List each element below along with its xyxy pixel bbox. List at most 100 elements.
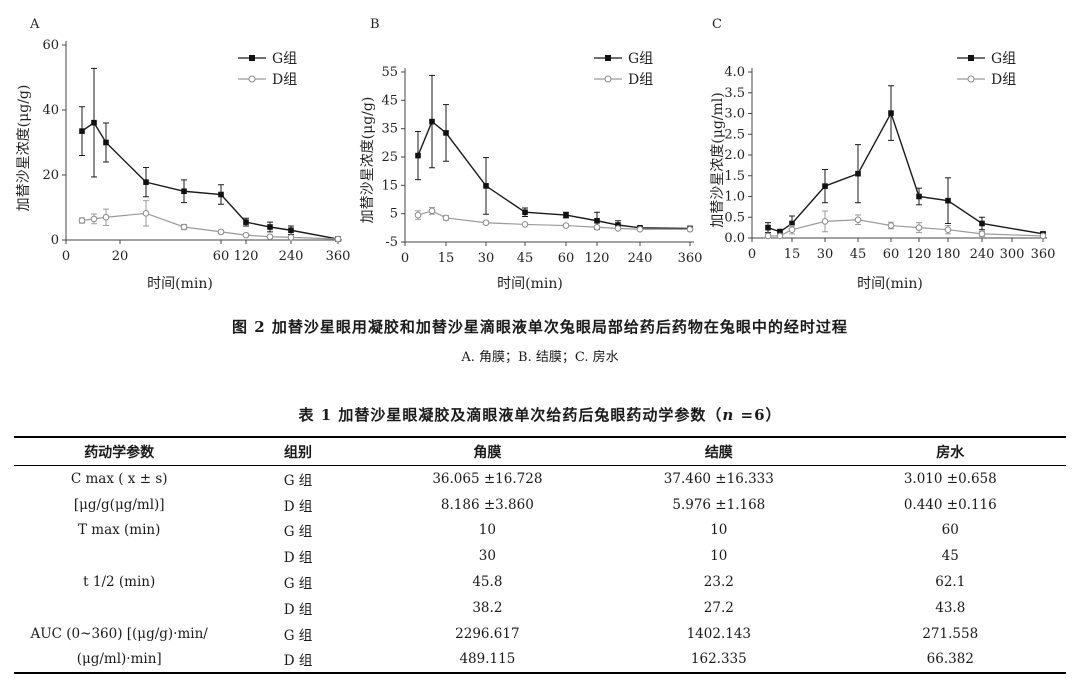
data-point-circle [978, 230, 986, 238]
data-point-square [945, 197, 951, 204]
data-point-circle [287, 234, 295, 241]
y-tick-label: 3.0 [724, 107, 745, 122]
data-point-circle [854, 216, 862, 224]
table-cell-value: 23.2 [703, 574, 734, 591]
data-point-square [103, 139, 109, 146]
data-point-square [267, 224, 273, 230]
table-cell-value: 27.2 [703, 599, 734, 616]
table-cell-group: D 组 [283, 550, 313, 567]
x-tick-label: 120 [907, 247, 932, 262]
x-tick-label: 30 [478, 251, 495, 266]
data-point-circle [614, 225, 622, 232]
x-tick-label: 360 [678, 251, 703, 266]
table-cell-value: 8.186 ±3.860 [440, 496, 534, 513]
table-cell-value: 489.115 [459, 651, 516, 668]
legend-marker-circle [604, 75, 612, 83]
table-title-suffix: =6） [734, 406, 782, 424]
series-g-group [765, 85, 1046, 237]
table-row: (μg/ml)·min] D 组 489.115 162.335 66.382 [14, 647, 1066, 674]
table-cell-value: 271.558 [922, 625, 979, 642]
table-cell-value: 45 [941, 548, 959, 565]
y-tick-label: 4.0 [724, 65, 745, 80]
table-cell-parameter: C max ( x ± s) [70, 470, 168, 487]
data-point-square [789, 220, 795, 227]
x-tick-label: 60 [558, 251, 575, 266]
legend-label: G组 [272, 51, 297, 67]
data-point-circle [521, 221, 529, 228]
figure-subcaption: A. 角膜；B. 结膜；C. 房水 [461, 350, 619, 365]
chart-panel-a: A 0 20 40 60 0 20 60 120 240 360 时间(min) 加替沙星浓度(μg/g… [16, 17, 350, 292]
legend-label: D组 [628, 72, 653, 88]
x-axis-label: 时间(min) [497, 276, 563, 292]
data-point-square [522, 209, 528, 216]
table-cell-value: 66.382 [926, 651, 974, 668]
data-point-circle [482, 219, 490, 227]
y-tick-label: 0.5 [724, 210, 745, 225]
data-point-circle [562, 222, 570, 229]
y-tick-label: 3.5 [724, 86, 745, 101]
data-point-circle [266, 233, 274, 241]
figure-2-charts: A 0 20 40 60 0 20 60 120 240 360 时间(min) 加替沙星浓度(μg/g… [16, 17, 1055, 292]
data-point-circle [636, 225, 644, 233]
data-point-circle [142, 210, 150, 217]
table-cell-value: 36.065 ±16.728 [432, 470, 543, 487]
table-cell-value: 10 [478, 522, 496, 539]
data-point-circle [102, 213, 110, 221]
data-point-square [288, 227, 294, 234]
table-cell-parameter: AUC (0~360) [(μg/g)·min/ [30, 625, 208, 642]
x-axis-label: 时间(min) [857, 276, 923, 292]
x-tick-label: 360 [326, 249, 351, 264]
table-cell-parameter: [μg/g(μg/ml)] [73, 496, 165, 513]
table-cell-group: G 组 [283, 576, 313, 593]
table-title: 表 1 加替沙星眼凝胶及滴眼液单次给药后兔眼药动学参数（n =6） [0, 404, 1080, 425]
data-point-circle [788, 226, 796, 233]
y-tick-label: 1.5 [724, 169, 745, 184]
header-group: 组别 [284, 444, 313, 461]
data-point-square [777, 228, 783, 235]
table-row: D 组 38.2 27.2 43.8 [14, 595, 1066, 621]
x-tick-label: 0 [401, 251, 409, 266]
legend-marker-square [249, 55, 255, 61]
header-cornea: 角膜 [473, 444, 502, 461]
series-g-group [79, 67, 341, 242]
data-point-circle [1039, 232, 1047, 240]
table-cell-value: 37.460 ±16.333 [663, 470, 774, 487]
table-row: t 1/2 (min) G 组 45.8 23.2 62.1 [14, 569, 1066, 595]
table-cell-value: 60 [941, 522, 959, 539]
x-tick-label: 120 [234, 249, 259, 264]
data-point-circle [180, 223, 188, 231]
data-point-circle [442, 214, 450, 222]
data-point-circle [242, 231, 250, 239]
table-cell-value: 0.440 ±0.116 [903, 496, 997, 513]
table-cell-group: D 组 [283, 653, 313, 670]
data-point-square [415, 152, 421, 159]
data-point-square [855, 170, 861, 177]
panel-letter: C [712, 17, 722, 32]
data-point-circle [593, 223, 601, 231]
table-cell-value: 62.1 [935, 574, 966, 591]
x-tick-label: 60 [883, 247, 900, 262]
legend-label: G组 [991, 51, 1016, 67]
data-point-square [243, 219, 249, 225]
legend-marker-square [605, 55, 611, 61]
chart-panel-b: B -5 5 15 25 35 45 55 0 15 30 45 60 120 240 360 时间(min) 加… [360, 17, 702, 292]
data-point-circle [414, 211, 422, 219]
y-tick-label: 40 [42, 103, 59, 118]
panel-letter: A [29, 17, 40, 32]
data-point-circle [686, 225, 694, 233]
x-tick-label: 30 [817, 247, 834, 262]
y-tick-label: 0.0 [724, 231, 745, 246]
data-point-circle [334, 235, 342, 243]
y-tick-label: 45 [381, 93, 398, 108]
x-tick-label: 45 [850, 247, 867, 262]
table-cell-group: G 组 [283, 472, 313, 489]
table-header-row: 药动学参数 组别 角膜 结膜 房水 [14, 437, 1066, 466]
chart-panel-c: C 0.0 0.5 1.0 1.5 2.0 2.5 3.0 3.5 4.0 0 15 30 45 60 120… [710, 17, 1055, 292]
table-cell-value: 1402.143 [686, 625, 752, 642]
y-tick-label: 2.5 [724, 127, 745, 142]
data-point-square [765, 224, 771, 231]
table-cell-group: G 组 [283, 627, 313, 644]
table-cell-parameter: (μg/ml)·min] [76, 651, 162, 668]
table-cell-value: 10 [710, 548, 728, 565]
series-line [81, 212, 339, 240]
